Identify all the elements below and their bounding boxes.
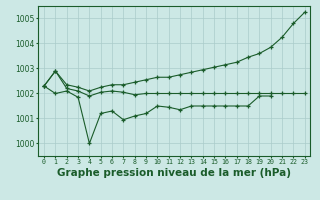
X-axis label: Graphe pression niveau de la mer (hPa): Graphe pression niveau de la mer (hPa) [57,168,292,178]
